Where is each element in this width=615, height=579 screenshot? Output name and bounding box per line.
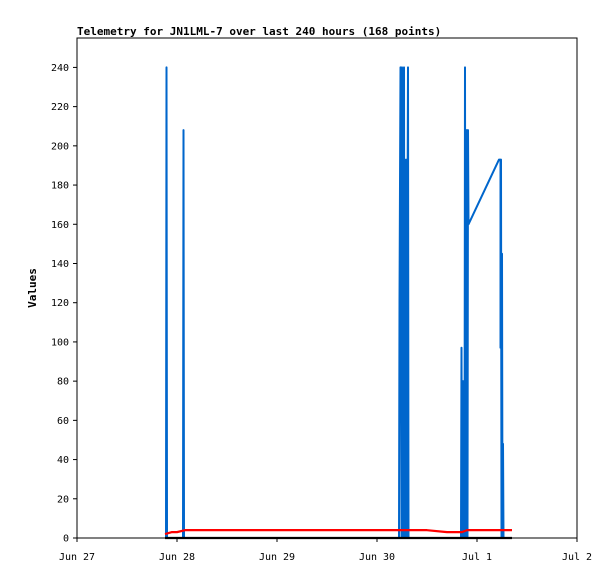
- y-tick-label: 40: [57, 455, 69, 466]
- y-tick-label: 0: [63, 534, 69, 545]
- x-tick-label: Jun 30: [359, 552, 395, 563]
- x-tick-label: Jun 29: [259, 552, 295, 563]
- y-ticks: 0 20 40 60 80 100 120 140 160 180 200 220 240: [51, 63, 77, 545]
- y-tick-label: 120: [51, 298, 69, 309]
- y-tick-label: 20: [57, 494, 69, 505]
- y-tick-label: 180: [51, 181, 69, 192]
- series-layer: [164, 66, 512, 540]
- chart-title: Telemetry for JN1LML-7 over last 240 hou…: [77, 25, 441, 38]
- x-tick-label: Jul 2: [562, 552, 592, 563]
- y-tick-label: 100: [51, 337, 69, 348]
- y-tick-label: 80: [57, 377, 69, 388]
- y-axis-label: Values: [26, 268, 39, 308]
- series-line-1: [165, 66, 505, 539]
- series-line-2: [164, 529, 512, 536]
- y-tick-label: 60: [57, 416, 69, 427]
- x-ticks: Jun 27 Jun 28 Jun 29 Jun 30 Jul 1 Jul 2: [59, 538, 592, 563]
- y-tick-label: 160: [51, 220, 69, 231]
- x-tick-label: Jun 27: [59, 552, 95, 563]
- x-tick-label: Jun 28: [159, 552, 195, 563]
- y-tick-label: 240: [51, 63, 69, 74]
- y-tick-label: 220: [51, 102, 69, 113]
- y-tick-label: 200: [51, 141, 69, 152]
- x-tick-label: Jul 1: [462, 552, 492, 563]
- y-tick-label: 140: [51, 259, 69, 270]
